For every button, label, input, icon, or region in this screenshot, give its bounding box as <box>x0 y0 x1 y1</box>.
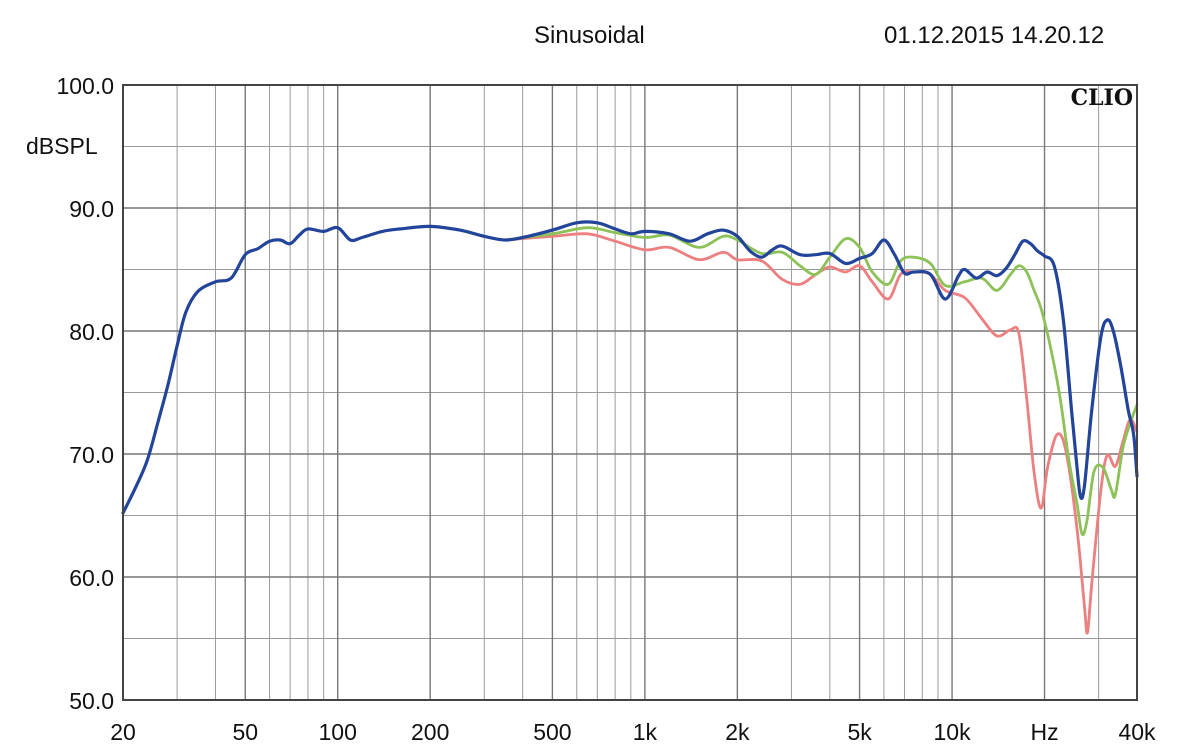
y-tick-label: 70.0 <box>69 442 114 468</box>
y-tick-label: 100.0 <box>56 73 114 99</box>
chart-timestamp: 01.12.2015 14.20.12 <box>884 22 1105 49</box>
x-tick-label: 1k <box>633 719 658 745</box>
y-tick-labels: 100.0 90.0 80.0 70.0 60.0 50.0 <box>56 73 114 714</box>
x-tick-label: 2k <box>725 719 750 745</box>
x-tick-label: 5k <box>847 719 872 745</box>
x-tick-labels: 20 50 100 200 500 1k 2k 5k 10k Hz 40k <box>110 719 1156 745</box>
response-curves <box>121 220 1139 635</box>
plot-frame <box>122 84 1138 701</box>
x-tick-label: 40k <box>1118 719 1156 745</box>
x-tick-label: 500 <box>533 719 571 745</box>
x-tick-label: 10k <box>934 719 972 745</box>
x-tick-label: 100 <box>319 719 357 745</box>
y-tick-label: 60.0 <box>69 565 114 591</box>
series-line-2 <box>503 226 1139 537</box>
y-tick-label: 90.0 <box>69 196 114 222</box>
series-line-1 <box>503 232 1139 635</box>
x-tick-label: 50 <box>232 719 258 745</box>
y-axis-label: dBSPL <box>26 133 98 159</box>
grid-minor <box>123 85 1137 700</box>
y-tick-label: 80.0 <box>69 319 114 345</box>
x-tick-label: 200 <box>411 719 449 745</box>
x-tick-label: Hz <box>1030 719 1058 745</box>
x-tick-label: 20 <box>110 719 136 745</box>
clio-logo: CLIO <box>1071 85 1133 111</box>
y-tick-label: 50.0 <box>69 688 114 714</box>
chart-mode-label: Sinusoidal <box>534 22 645 49</box>
series-line-3 <box>121 220 1139 515</box>
